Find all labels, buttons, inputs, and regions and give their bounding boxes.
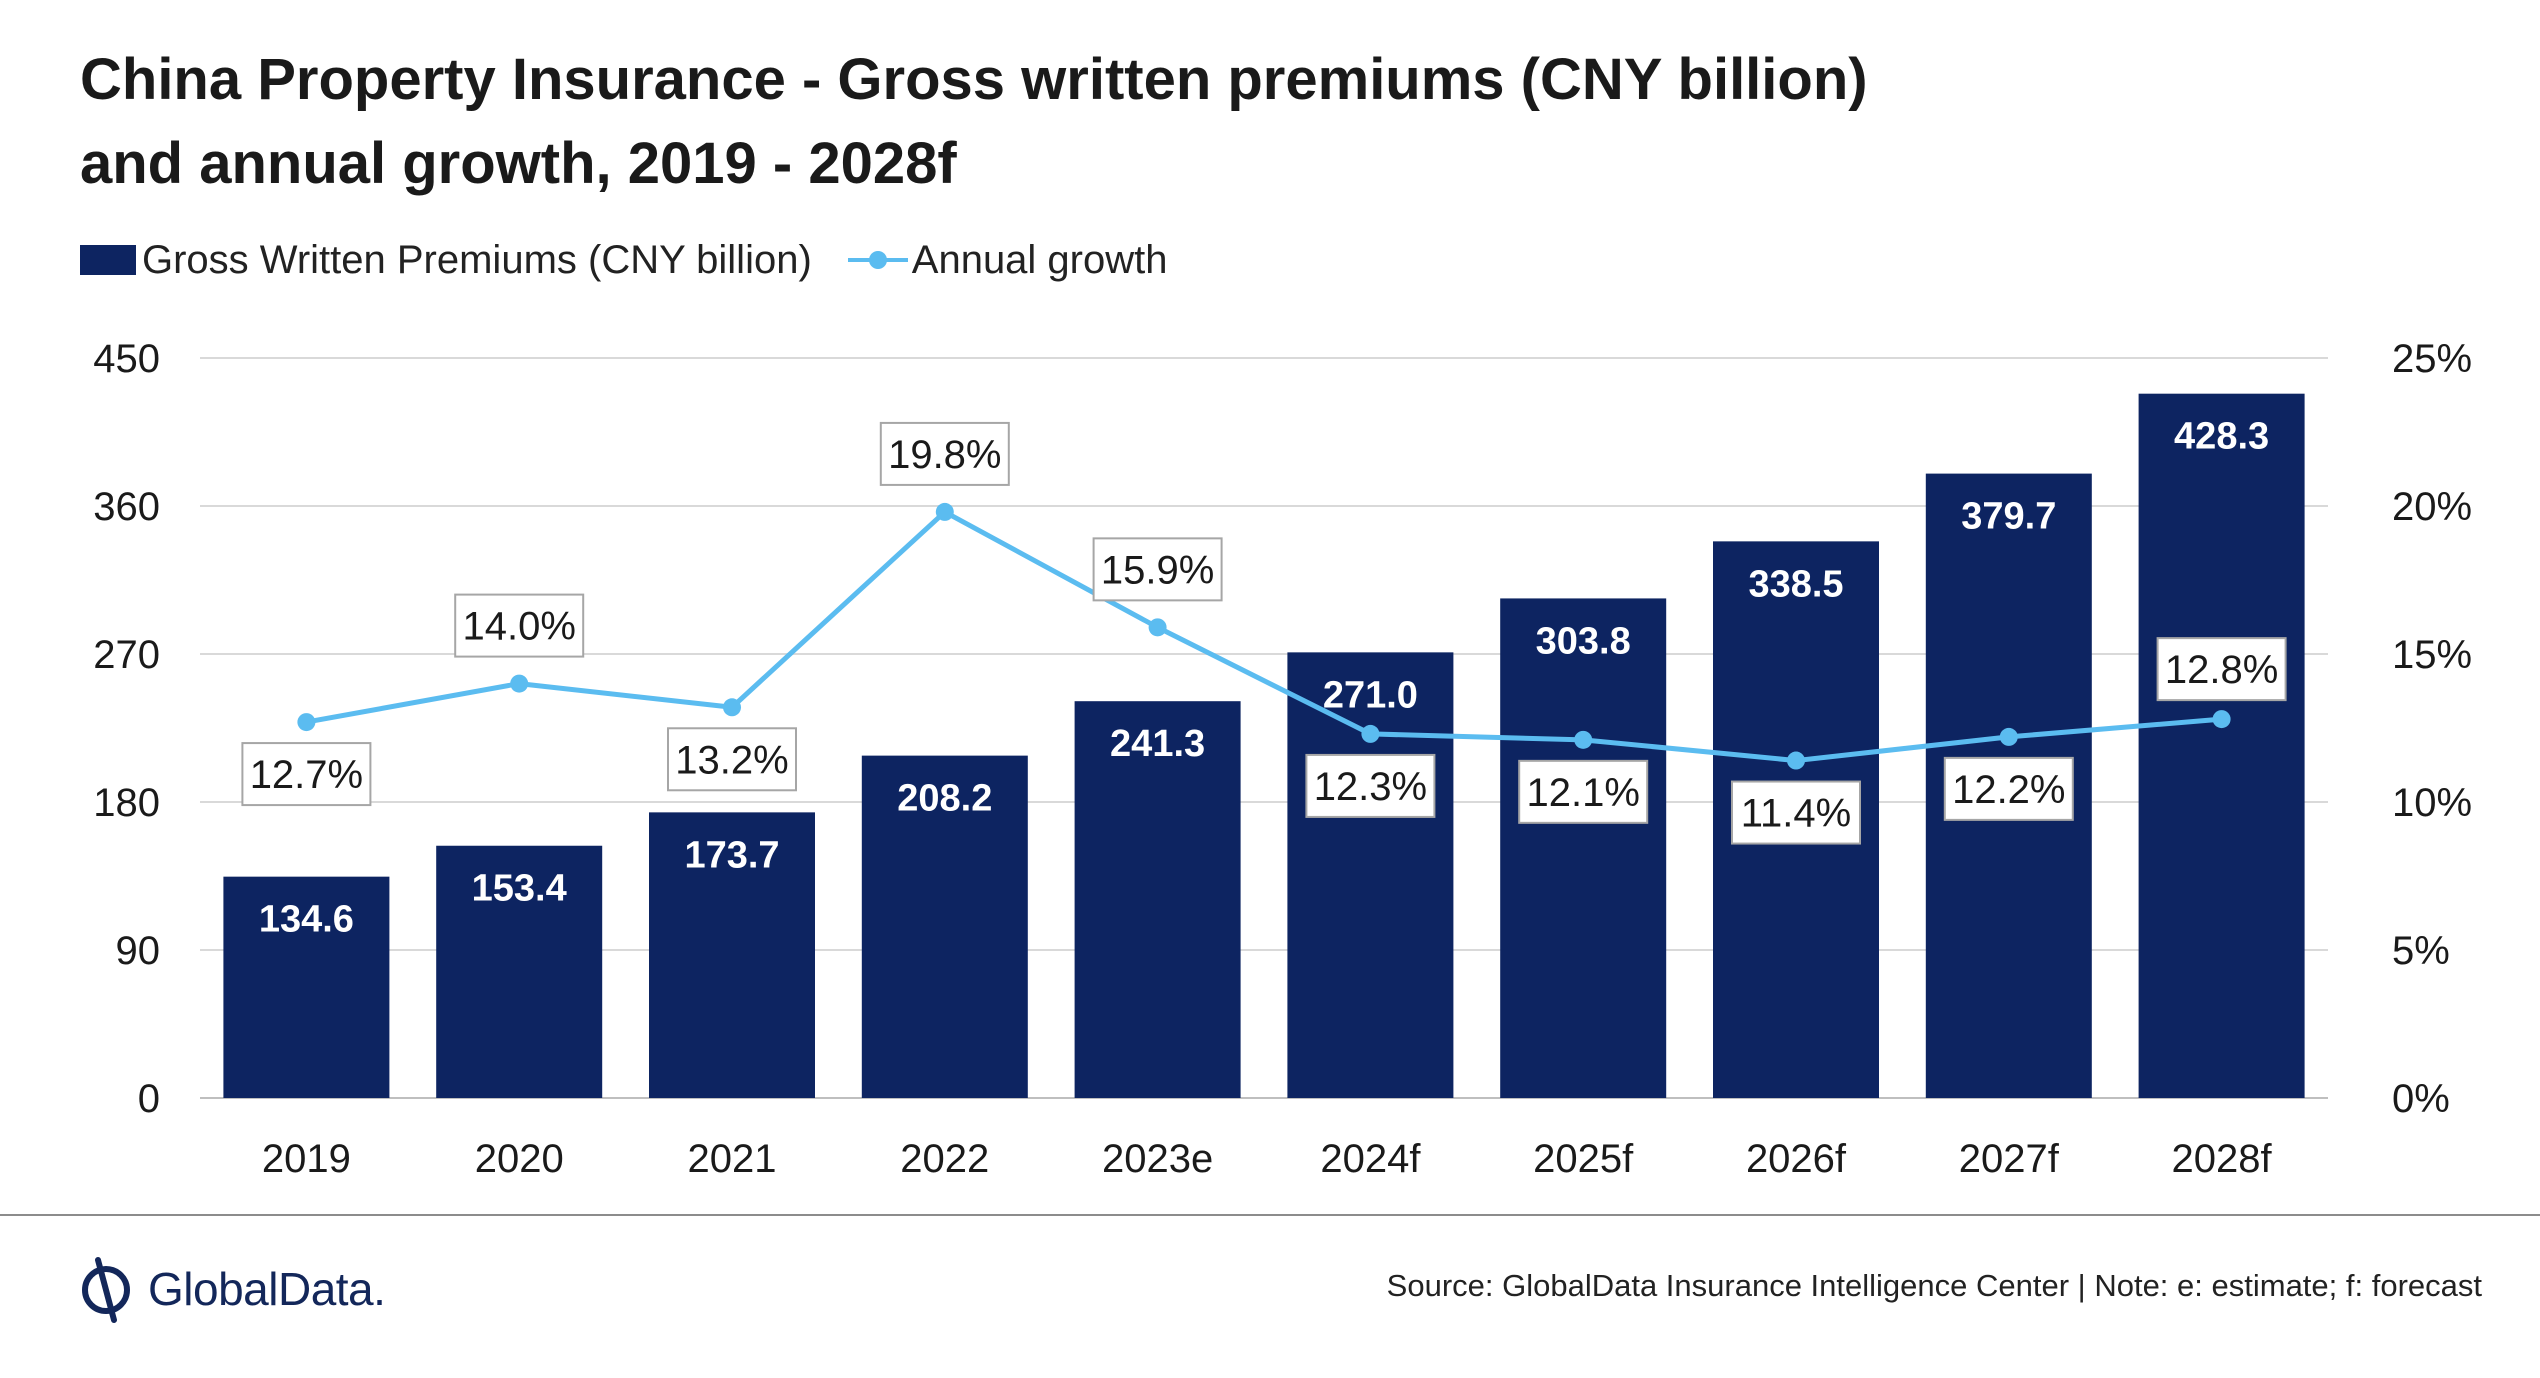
bar: [2138, 393, 2305, 1098]
y-left-tick-label: 0: [138, 1077, 160, 1121]
bar-value-label: 241.3: [1110, 723, 1205, 765]
bar: [1287, 652, 1454, 1098]
y-right-tick-label: 0%: [2392, 1077, 2450, 1121]
y-right-tick-label: 15%: [2392, 633, 2472, 677]
growth-point: [1787, 751, 1805, 770]
growth-label-box: [1092, 537, 1223, 602]
growth-label-box: [1731, 780, 1861, 845]
bar: [861, 755, 1028, 1098]
growth-label-box: [241, 742, 372, 807]
y-left-tick-label: 180: [93, 781, 160, 825]
x-tick-label: 2024f: [1320, 1137, 1421, 1181]
bar: [223, 876, 390, 1098]
growth-point: [1574, 730, 1593, 749]
growth-label-box: [2156, 637, 2287, 702]
bar: [1500, 598, 1667, 1098]
y-right-tick-label: 25%: [2392, 337, 2472, 381]
legend-line-label: Annual growth: [911, 237, 1168, 282]
growth-label: 11.4%: [1741, 792, 1851, 836]
growth-label-box: [879, 421, 1010, 486]
footer-divider: [0, 1214, 2540, 1216]
bar: [649, 812, 815, 1098]
bar-value-label: 428.3: [2174, 416, 2269, 458]
x-tick-label: 2022: [900, 1137, 989, 1181]
growth-label: 14.0%: [462, 605, 575, 649]
legend-item-bars: Gross Written Premiums (CNY billion): [80, 238, 812, 283]
legend-item-line: Annual growth: [812, 238, 1168, 283]
x-tick-label: 2023e: [1102, 1137, 1213, 1181]
bar-value-label: 379.7: [1961, 496, 2056, 538]
growth-label: 12.8%: [2165, 648, 2278, 692]
growth-point: [1148, 618, 1167, 637]
x-tick-label: 2028f: [2172, 1137, 2273, 1181]
growth-label-box: [1305, 753, 1436, 818]
growth-label: 13.2%: [675, 738, 788, 782]
x-tick-label: 2021: [688, 1137, 777, 1181]
globaldata-logo: GlobalData.: [78, 1252, 386, 1326]
growth-label: 15.9%: [1101, 548, 1214, 592]
x-tick-label: 2019: [262, 1137, 351, 1181]
y-right-tick-label: 20%: [2392, 485, 2472, 529]
globaldata-logo-text: GlobalData.: [148, 1263, 386, 1315]
legend-bar-swatch-icon: [80, 245, 136, 275]
bar-value-label: 153.4: [472, 868, 567, 910]
growth-label: 12.2%: [1952, 768, 2065, 812]
chart-legend: Gross Written Premiums (CNY billion) Ann…: [80, 232, 1168, 288]
y-left-tick-label: 270: [93, 633, 160, 677]
growth-label: 12.7%: [250, 753, 363, 797]
x-tick-label: 2026f: [1746, 1137, 1847, 1181]
y-right-tick-label: 5%: [2392, 929, 2450, 973]
bar-value-label: 208.2: [897, 778, 992, 820]
y-left-tick-label: 450: [93, 337, 160, 381]
bar-value-label: 338.5: [1748, 563, 1843, 605]
bar: [436, 845, 603, 1098]
growth-point: [2212, 710, 2231, 729]
bar: [1074, 701, 1241, 1098]
globaldata-logo-icon: [82, 1257, 130, 1323]
growth-line: [305, 509, 2222, 764]
x-tick-label: 2020: [475, 1137, 564, 1181]
growth-point: [935, 502, 954, 521]
growth-label-box: [1518, 759, 1649, 824]
x-tick-label: 2027f: [1959, 1137, 2060, 1181]
legend-line-swatch-icon: [847, 245, 908, 275]
bar-value-label: 303.8: [1536, 620, 1631, 662]
y-left-tick-label: 360: [93, 485, 160, 529]
chart-title-line-1: China Property Insurance - Gross written…: [80, 47, 1868, 112]
growth-label: 19.8%: [888, 433, 1001, 477]
growth-label-box: [667, 727, 797, 792]
source-note: Source: GlobalData Insurance Intelligenc…: [1386, 1268, 2482, 1303]
bar-value-label: 134.6: [259, 899, 354, 941]
x-tick-label: 2025f: [1533, 1137, 1634, 1181]
growth-point: [1999, 727, 2018, 746]
y-right-tick-label: 10%: [2392, 781, 2472, 825]
growth-point: [297, 713, 316, 732]
y-left-tick-label: 90: [116, 929, 161, 973]
chart-plot: 0 0% 90 5% 180 10% 270 15% 360 20% 450 25% 134.6 2019…: [93, 337, 2472, 1181]
bar-value-label: 173.7: [684, 834, 779, 876]
growth-point: [1361, 724, 1380, 743]
growth-point: [510, 674, 529, 693]
chart-title: China Property Insurance - Gross written…: [80, 38, 2380, 206]
growth-label-box: [454, 593, 585, 658]
growth-label: 12.1%: [1526, 771, 1639, 815]
legend-bars-label: Gross Written Premiums (CNY billion): [142, 237, 812, 282]
growth-label-box: [1943, 756, 2074, 821]
growth-point: [723, 698, 741, 717]
growth-label: 12.3%: [1314, 765, 1427, 809]
bar-value-label: 271.0: [1323, 674, 1418, 716]
chart-title-line-2: and annual growth, 2019 - 2028f: [80, 131, 957, 196]
